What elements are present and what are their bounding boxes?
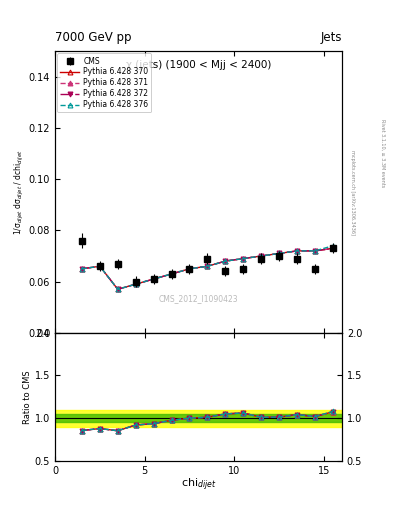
Pythia 6.428 370	[295, 248, 299, 254]
Pythia 6.428 376	[97, 263, 102, 269]
Text: CMS_2012_I1090423: CMS_2012_I1090423	[159, 294, 238, 304]
Pythia 6.428 370	[169, 271, 174, 277]
Pythia 6.428 371	[259, 253, 264, 259]
Pythia 6.428 371	[295, 248, 299, 254]
Pythia 6.428 371	[241, 255, 246, 262]
Pythia 6.428 376	[241, 255, 246, 262]
Y-axis label: mcplots.cern.ch [arXiv:1306.3436]: mcplots.cern.ch [arXiv:1306.3436]	[350, 150, 355, 234]
Pythia 6.428 376	[259, 253, 264, 259]
Y-axis label: 1/σ$_{dijet}$ dσ$_{dijet}$ / dchi$_{dijet}$: 1/σ$_{dijet}$ dσ$_{dijet}$ / dchi$_{dije…	[13, 149, 26, 235]
Pythia 6.428 376	[187, 266, 192, 272]
Bar	[55, 414, 342, 422]
Legend: CMS, Pythia 6.428 370, Pythia 6.428 371, Pythia 6.428 372, Pythia 6.428 376: CMS, Pythia 6.428 370, Pythia 6.428 371,…	[57, 53, 151, 112]
Pythia 6.428 370	[151, 276, 156, 282]
Line: Pythia 6.428 376: Pythia 6.428 376	[79, 243, 335, 292]
Pythia 6.428 370	[277, 250, 281, 257]
Line: Pythia 6.428 371: Pythia 6.428 371	[79, 246, 335, 292]
Pythia 6.428 372	[79, 266, 84, 272]
Pythia 6.428 370	[187, 266, 192, 272]
Pythia 6.428 371	[223, 258, 228, 264]
Pythia 6.428 372	[259, 253, 264, 259]
Pythia 6.428 372	[133, 281, 138, 287]
Pythia 6.428 372	[295, 248, 299, 254]
Pythia 6.428 376	[205, 263, 210, 269]
Pythia 6.428 376	[133, 281, 138, 287]
Text: χ (jets) (1900 < Mjj < 2400): χ (jets) (1900 < Mjj < 2400)	[126, 60, 271, 70]
Pythia 6.428 370	[116, 286, 120, 292]
Pythia 6.428 372	[241, 255, 246, 262]
Pythia 6.428 371	[169, 271, 174, 277]
Pythia 6.428 370	[79, 266, 84, 272]
Text: 7000 GeV pp: 7000 GeV pp	[55, 31, 132, 44]
Pythia 6.428 370	[133, 281, 138, 287]
Pythia 6.428 371	[277, 250, 281, 257]
Pythia 6.428 371	[97, 263, 102, 269]
Pythia 6.428 372	[205, 263, 210, 269]
X-axis label: chi$_{dijet}$: chi$_{dijet}$	[181, 477, 216, 494]
Pythia 6.428 371	[79, 266, 84, 272]
Pythia 6.428 372	[331, 245, 335, 251]
Pythia 6.428 370	[205, 263, 210, 269]
Pythia 6.428 376	[79, 266, 84, 272]
Pythia 6.428 376	[295, 248, 299, 254]
Pythia 6.428 370	[241, 255, 246, 262]
Pythia 6.428 371	[187, 266, 192, 272]
Pythia 6.428 370	[97, 263, 102, 269]
Pythia 6.428 372	[187, 266, 192, 272]
Pythia 6.428 376	[151, 276, 156, 282]
Pythia 6.428 371	[116, 286, 120, 292]
Line: Pythia 6.428 370: Pythia 6.428 370	[79, 246, 335, 292]
Pythia 6.428 372	[97, 263, 102, 269]
Pythia 6.428 376	[277, 250, 281, 257]
Pythia 6.428 370	[223, 258, 228, 264]
Pythia 6.428 370	[259, 253, 264, 259]
Pythia 6.428 376	[169, 271, 174, 277]
Pythia 6.428 370	[331, 245, 335, 251]
Pythia 6.428 376	[313, 248, 318, 254]
Line: Pythia 6.428 372: Pythia 6.428 372	[79, 246, 335, 292]
Pythia 6.428 371	[151, 276, 156, 282]
Pythia 6.428 376	[223, 258, 228, 264]
Pythia 6.428 371	[133, 281, 138, 287]
Pythia 6.428 372	[116, 286, 120, 292]
Bar	[55, 410, 342, 426]
Y-axis label: Ratio to CMS: Ratio to CMS	[23, 370, 32, 423]
Pythia 6.428 371	[331, 245, 335, 251]
Text: Jets: Jets	[320, 31, 342, 44]
Pythia 6.428 376	[331, 243, 335, 249]
Pythia 6.428 371	[205, 263, 210, 269]
Pythia 6.428 372	[169, 271, 174, 277]
Pythia 6.428 372	[277, 250, 281, 257]
Pythia 6.428 376	[116, 286, 120, 292]
Pythia 6.428 372	[313, 248, 318, 254]
Pythia 6.428 372	[223, 258, 228, 264]
Pythia 6.428 370	[313, 248, 318, 254]
Text: Rivet 3.1.10, ≥ 3.3M events: Rivet 3.1.10, ≥ 3.3M events	[381, 119, 386, 188]
Pythia 6.428 371	[313, 248, 318, 254]
Pythia 6.428 372	[151, 276, 156, 282]
